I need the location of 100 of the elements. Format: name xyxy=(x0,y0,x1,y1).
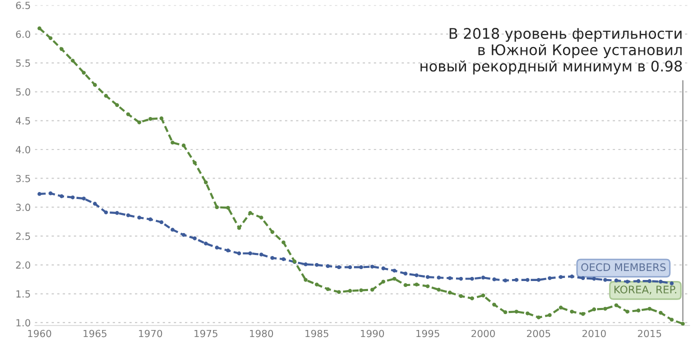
point xyxy=(48,191,52,196)
point xyxy=(314,262,319,267)
x-tick-label: 1960 xyxy=(28,330,52,338)
point xyxy=(282,240,286,244)
series-label: OECD MEMBERS xyxy=(581,263,666,272)
point xyxy=(603,306,608,311)
point xyxy=(481,294,486,298)
point xyxy=(270,230,274,234)
point xyxy=(160,220,164,224)
point xyxy=(214,205,219,210)
point xyxy=(570,310,574,314)
x-tick-label: 1985 xyxy=(305,330,328,338)
x-tick-label: 1995 xyxy=(416,330,440,338)
point xyxy=(237,251,242,256)
point xyxy=(204,242,208,246)
point xyxy=(337,265,341,270)
point xyxy=(614,278,618,282)
y-tick-label: 1.5 xyxy=(16,290,30,298)
point xyxy=(514,278,518,282)
point xyxy=(470,276,474,281)
x-tick-label: 1970 xyxy=(139,330,162,338)
point xyxy=(104,94,108,98)
point xyxy=(459,276,463,281)
point xyxy=(581,312,585,316)
point xyxy=(526,278,530,282)
point xyxy=(170,228,174,232)
point xyxy=(436,288,441,292)
point xyxy=(326,287,330,292)
point xyxy=(492,302,496,307)
point xyxy=(182,144,186,148)
point xyxy=(304,278,308,282)
point xyxy=(170,140,174,145)
point xyxy=(581,276,585,280)
point xyxy=(392,276,396,281)
point xyxy=(126,213,130,218)
point xyxy=(60,47,64,52)
point xyxy=(526,311,530,316)
point xyxy=(481,276,486,280)
point xyxy=(548,276,552,280)
point xyxy=(426,275,430,279)
point xyxy=(314,282,319,286)
y-tick-label: 2.0 xyxy=(16,261,30,269)
point xyxy=(448,290,452,295)
point xyxy=(536,278,541,282)
point xyxy=(558,306,563,310)
point xyxy=(226,248,230,252)
point xyxy=(204,180,208,184)
series-label: KOREA, REP. xyxy=(614,286,676,295)
x-tick-label: 2005 xyxy=(526,330,550,338)
point xyxy=(503,310,508,314)
point xyxy=(625,310,630,314)
point xyxy=(436,276,441,280)
point xyxy=(137,120,142,124)
y-tick-label: 4.0 xyxy=(16,146,30,154)
point xyxy=(248,211,252,215)
x-tick-label: 2000 xyxy=(472,330,495,338)
point xyxy=(648,306,652,311)
point xyxy=(414,273,419,278)
point xyxy=(192,160,197,165)
x-tick-label: 1965 xyxy=(84,330,106,338)
point xyxy=(492,277,496,282)
point xyxy=(48,36,52,40)
point xyxy=(115,103,120,108)
annotation: В 2018 уровень фертильности в Южной Корее установил новый рекордный минимум в 0.98 xyxy=(420,28,682,74)
x-tick-label: 1975 xyxy=(194,330,218,338)
point xyxy=(148,217,152,222)
point xyxy=(248,251,252,256)
point xyxy=(160,116,164,120)
point xyxy=(104,210,108,214)
y-tick-label: 6.5 xyxy=(16,2,30,10)
point xyxy=(182,232,186,237)
point xyxy=(126,112,130,116)
point xyxy=(670,318,674,322)
point xyxy=(226,206,230,210)
point xyxy=(592,276,596,281)
point xyxy=(370,288,374,292)
point xyxy=(570,274,574,278)
point xyxy=(270,256,274,260)
point xyxy=(359,265,364,270)
point xyxy=(115,211,120,215)
point xyxy=(92,82,97,87)
point xyxy=(658,280,663,284)
point xyxy=(192,236,197,240)
y-tick-label: 5.0 xyxy=(16,88,30,96)
point xyxy=(414,282,419,286)
point xyxy=(348,288,352,293)
point xyxy=(392,268,396,273)
point xyxy=(448,276,452,280)
point xyxy=(470,296,474,300)
point xyxy=(148,116,152,121)
point xyxy=(60,194,64,198)
point xyxy=(603,278,608,282)
point xyxy=(636,308,640,312)
point xyxy=(514,310,518,314)
point xyxy=(37,26,42,30)
point xyxy=(503,278,508,282)
point xyxy=(558,275,563,279)
point xyxy=(137,216,142,220)
point xyxy=(259,216,264,220)
x-tick-label: 2010 xyxy=(582,330,606,338)
